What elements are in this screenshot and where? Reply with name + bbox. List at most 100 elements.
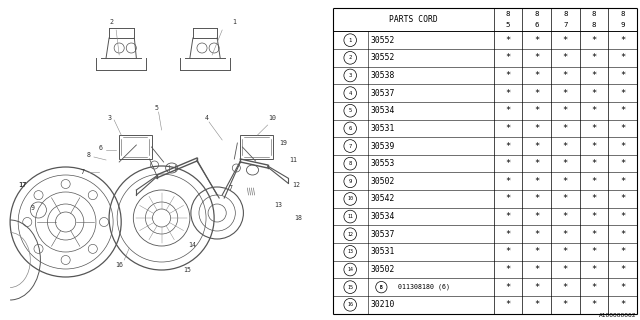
Text: *: *	[506, 89, 511, 98]
Text: *: *	[506, 141, 511, 150]
Text: *: *	[591, 71, 596, 80]
Text: A100000062: A100000062	[599, 313, 637, 318]
Text: *: *	[506, 124, 511, 133]
Text: *: *	[620, 53, 625, 62]
Text: 8: 8	[87, 152, 91, 158]
Text: 7: 7	[81, 169, 85, 175]
Text: 8: 8	[592, 11, 596, 17]
Text: *: *	[591, 124, 596, 133]
Text: *: *	[534, 265, 540, 274]
Text: *: *	[506, 212, 511, 221]
Text: *: *	[591, 53, 596, 62]
Text: *: *	[620, 124, 625, 133]
Text: 30502: 30502	[371, 265, 395, 274]
Text: *: *	[620, 159, 625, 168]
Text: *: *	[591, 283, 596, 292]
Text: *: *	[506, 195, 511, 204]
Text: *: *	[506, 230, 511, 239]
Text: 12: 12	[347, 232, 353, 237]
Text: B: B	[380, 285, 383, 290]
Text: *: *	[563, 265, 568, 274]
Text: 6: 6	[534, 22, 539, 28]
Text: 10: 10	[347, 196, 353, 202]
Text: 2: 2	[349, 55, 352, 60]
Text: 7: 7	[349, 143, 352, 148]
Text: *: *	[534, 89, 540, 98]
Text: 15: 15	[347, 285, 353, 290]
Text: *: *	[534, 106, 540, 115]
Text: *: *	[620, 195, 625, 204]
Text: *: *	[506, 300, 511, 309]
Text: *: *	[591, 265, 596, 274]
Text: *: *	[563, 106, 568, 115]
Text: 8: 8	[620, 11, 625, 17]
Text: *: *	[506, 283, 511, 292]
Text: 3: 3	[107, 115, 111, 121]
Text: 8: 8	[592, 22, 596, 28]
Text: *: *	[563, 212, 568, 221]
Text: *: *	[534, 195, 540, 204]
Text: 13: 13	[347, 249, 353, 254]
Text: *: *	[591, 177, 596, 186]
Text: *: *	[563, 89, 568, 98]
Text: *: *	[534, 177, 540, 186]
Text: *: *	[534, 141, 540, 150]
Text: *: *	[506, 265, 511, 274]
Text: 8: 8	[563, 11, 568, 17]
Text: *: *	[620, 283, 625, 292]
Text: *: *	[534, 283, 540, 292]
Text: *: *	[506, 71, 511, 80]
Text: 13: 13	[274, 202, 282, 208]
Text: 30542: 30542	[371, 195, 395, 204]
Text: 4: 4	[349, 91, 352, 96]
Text: *: *	[534, 300, 540, 309]
Text: *: *	[563, 36, 568, 45]
Text: 30553: 30553	[371, 159, 395, 168]
Text: *: *	[620, 247, 625, 256]
Text: 30538: 30538	[371, 71, 395, 80]
Text: *: *	[591, 247, 596, 256]
Text: *: *	[506, 106, 511, 115]
Text: *: *	[591, 212, 596, 221]
Text: *: *	[591, 230, 596, 239]
Text: *: *	[506, 159, 511, 168]
Text: 30531: 30531	[371, 247, 395, 256]
Text: 8: 8	[349, 161, 352, 166]
Text: 5: 5	[506, 22, 511, 28]
Text: 8: 8	[534, 11, 539, 17]
Text: 7: 7	[228, 185, 232, 191]
Text: 1: 1	[232, 19, 236, 25]
Text: *: *	[620, 177, 625, 186]
Text: 17: 17	[18, 182, 26, 188]
Text: *: *	[591, 106, 596, 115]
Text: 3: 3	[349, 73, 352, 78]
Text: *: *	[591, 89, 596, 98]
Text: 17: 17	[18, 182, 26, 188]
Text: 4: 4	[205, 115, 209, 121]
Text: *: *	[563, 283, 568, 292]
Text: *: *	[591, 195, 596, 204]
Text: *: *	[620, 230, 625, 239]
Text: 30552: 30552	[371, 53, 395, 62]
Text: 30537: 30537	[371, 89, 395, 98]
Text: *: *	[620, 265, 625, 274]
Text: 11: 11	[289, 157, 297, 163]
Text: *: *	[591, 300, 596, 309]
Text: *: *	[534, 247, 540, 256]
Text: *: *	[620, 71, 625, 80]
Text: 9: 9	[30, 205, 35, 211]
Text: *: *	[563, 124, 568, 133]
Text: *: *	[534, 212, 540, 221]
Text: *: *	[563, 247, 568, 256]
Text: 18: 18	[294, 215, 302, 221]
Text: 11: 11	[347, 214, 353, 219]
Text: *: *	[563, 300, 568, 309]
Text: *: *	[620, 36, 625, 45]
Text: *: *	[620, 106, 625, 115]
Text: *: *	[506, 247, 511, 256]
Text: *: *	[563, 141, 568, 150]
Text: *: *	[591, 141, 596, 150]
Text: 5: 5	[349, 108, 352, 113]
Text: 5: 5	[154, 105, 159, 111]
Text: 6: 6	[99, 145, 103, 151]
